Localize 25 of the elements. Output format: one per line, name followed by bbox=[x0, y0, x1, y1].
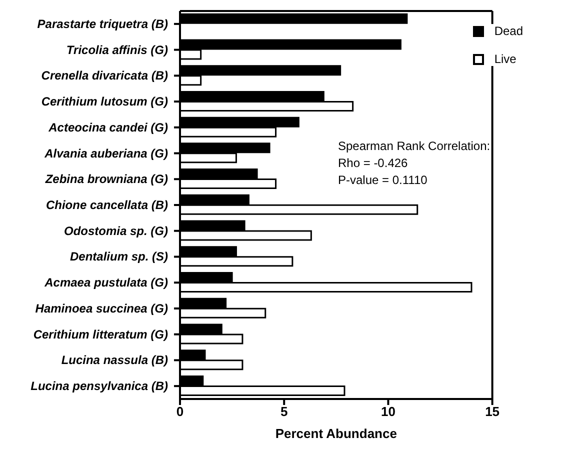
y-tick-label: Cerithium lutosum (G) bbox=[41, 94, 168, 109]
y-tick-label: Acteocina candei (G) bbox=[48, 120, 168, 134]
y-tick-label: Zebina browniana (G) bbox=[44, 172, 168, 186]
y-tick-label: Tricolia affinis (G) bbox=[66, 42, 168, 57]
x-tick-label: 5 bbox=[280, 404, 288, 420]
x-tick-label: 15 bbox=[485, 404, 500, 420]
annotation: Spearman Rank Correlation: bbox=[338, 138, 490, 155]
y-tick-label: Crenella divaricata (B) bbox=[41, 68, 168, 83]
x-axis-title: Percent Abundance bbox=[275, 426, 397, 442]
y-tick-label: Parastarte triquetra (B) bbox=[37, 16, 168, 31]
y-tick-label: Odostomia sp. (G) bbox=[64, 224, 168, 238]
y-tick-label: Alvania auberiana (G) bbox=[44, 146, 168, 160]
y-tick-label: Chione cancellata (B) bbox=[46, 198, 168, 212]
y-tick-label: Dentalium sp. (S) bbox=[70, 250, 168, 264]
x-tick-label: 0 bbox=[176, 404, 184, 420]
y-tick-label: Haminoea succinea (G) bbox=[35, 301, 168, 316]
annotation: P-value = 0.1110 bbox=[338, 172, 428, 189]
y-tick-label: Lucina nassula (B) bbox=[61, 353, 168, 368]
y-tick-label: Acmaea pustulata (G) bbox=[44, 276, 168, 290]
annotation: Rho = -0.426 bbox=[338, 155, 409, 172]
y-tick-label: Cerithium litteratum (G) bbox=[33, 327, 168, 342]
legend-label: Live bbox=[494, 52, 516, 66]
x-tick-label: 10 bbox=[380, 404, 396, 420]
y-tick-label: Lucina pensylvanica (B) bbox=[30, 379, 168, 394]
legend-label: Dead bbox=[494, 24, 523, 38]
